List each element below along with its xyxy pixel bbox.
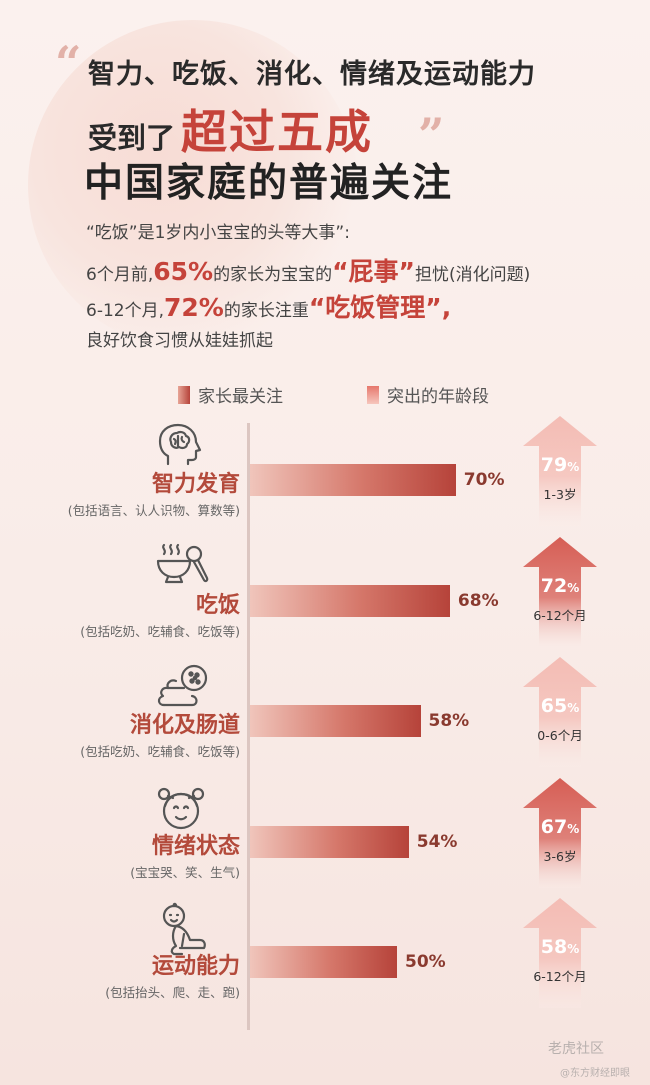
arrow-age-group: 3-6岁 xyxy=(543,848,577,864)
age-arrow xyxy=(523,416,597,526)
intro-line3-keyword: “吃饭管理”, xyxy=(308,293,452,322)
chart-axis-line xyxy=(247,423,250,1030)
category-label: 智力发育 xyxy=(151,472,240,497)
intro-line1: “吃饭”是1岁内小宝宝的头等大事”: xyxy=(86,223,350,243)
child-face-icon xyxy=(154,782,208,838)
data-bar xyxy=(250,825,409,858)
arrow-age-group: 1-3岁 xyxy=(543,487,577,502)
headline-highlight: 超过五成 xyxy=(181,105,374,159)
legend-arrow-swatch xyxy=(367,385,379,404)
arrow-percent: 65% xyxy=(540,695,580,717)
intro-line2-pct: 65% xyxy=(153,257,214,286)
open-quote-mark: “ xyxy=(55,36,82,90)
arrow-age-group: 0-6个月 xyxy=(537,728,583,743)
arrow-age-group: 6-12个月 xyxy=(533,969,587,984)
headline-line3: 中国家庭的普遍关注 xyxy=(84,161,454,206)
age-arrow xyxy=(523,657,597,767)
legend-bar-label: 家长最关注 xyxy=(198,387,283,407)
category-subtitle: (包括吃奶、吃辅食、吃饭等) xyxy=(80,623,240,639)
digestion-icon xyxy=(154,661,212,715)
intro-line2: 6个月前,65%的家长为宝宝的“屁事”担忧(消化问题) xyxy=(86,252,530,288)
crawling-baby-icon xyxy=(154,902,212,964)
category-label: 消化及肠道 xyxy=(129,713,240,738)
data-bar xyxy=(250,464,456,496)
headline-line2: 受到了 超过五成 xyxy=(88,96,373,162)
intro-line2-b: 的家长为宝宝的 xyxy=(213,265,333,285)
bar-value-label: 68% xyxy=(457,590,499,611)
intro-line3: 6-12个月,72%的家长注重“吃饭管理”, xyxy=(86,288,451,324)
watermark-line2: @东方财经即眼 xyxy=(560,1068,630,1079)
age-arrow xyxy=(523,898,597,1008)
bar-value-label: 50% xyxy=(405,952,446,972)
legend-bar: 家长最关注 xyxy=(178,382,283,407)
arrow-percent: 67% xyxy=(540,815,580,838)
category-label: 运动能力 xyxy=(151,954,240,979)
category-label: 情绪状态 xyxy=(151,833,240,859)
legend-arrow: 突出的年龄段 xyxy=(367,382,489,407)
age-arrow xyxy=(523,536,597,647)
legend-arrow-label: 突出的年龄段 xyxy=(387,387,489,407)
bar-value-label: 58% xyxy=(428,711,470,731)
legend-bar-swatch xyxy=(178,385,190,404)
category-subtitle: (包括抬头、爬、走、跑) xyxy=(105,985,240,1000)
intro-line2-keyword: “屁事” xyxy=(332,257,415,286)
intro-line3-a: 6-12个月, xyxy=(86,301,164,321)
category-label: 吃饭 xyxy=(195,592,240,618)
bar-value-label: 54% xyxy=(416,831,458,852)
close-quote-mark: ” xyxy=(418,108,445,162)
headline-line1: 智力、吃饭、消化、情绪及运动能力 xyxy=(88,59,536,90)
headline-line2-prefix: 受到了 xyxy=(88,121,176,155)
arrow-percent: 58% xyxy=(540,936,580,958)
intro-line3-b: 的家长注重 xyxy=(223,301,309,321)
bar-value-label: 70% xyxy=(463,470,505,490)
data-bar xyxy=(250,584,450,617)
category-subtitle: (包括吃奶、吃辅食、吃饭等) xyxy=(80,744,240,759)
intro-line4: 良好饮食习惯从娃娃抓起 xyxy=(86,331,273,351)
intro-line2-c: 担忧(消化问题) xyxy=(414,265,531,285)
decorative-circle xyxy=(28,20,358,350)
arrow-percent: 72% xyxy=(540,574,580,597)
intro-line2-a: 6个月前, xyxy=(86,265,154,285)
category-subtitle: (包括语言、认人识物、算数等) xyxy=(67,503,240,518)
watermark-line1: 老虎社区 xyxy=(548,1041,604,1057)
brain-head-icon xyxy=(154,420,204,474)
category-subtitle: (宝宝哭、笑、生气) xyxy=(130,864,240,880)
bowl-spoon-icon xyxy=(154,541,212,591)
data-bar xyxy=(250,705,421,737)
data-bar xyxy=(250,946,397,978)
arrow-percent: 79% xyxy=(540,454,580,476)
age-arrow xyxy=(523,777,597,888)
intro-line3-pct: 72% xyxy=(164,293,224,322)
arrow-age-group: 6-12个月 xyxy=(533,607,587,623)
